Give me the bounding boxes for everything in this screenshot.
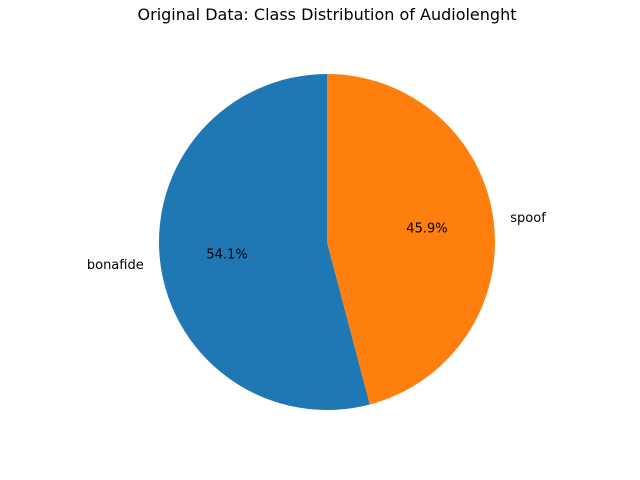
pie-slice-bonafide [158, 74, 370, 411]
slice-label-spoof: spoof [510, 211, 546, 226]
slice-label-bonafide: bonafide [87, 258, 144, 273]
pie-slice-spoof [327, 74, 495, 405]
slice-percent-spoof: 45.9% [406, 222, 447, 237]
pie-labels: bonafide 54.1% spoof 45.9% [87, 211, 546, 273]
pie-slices [158, 74, 495, 411]
chart-title: Original Data: Class Distribution of Aud… [138, 5, 517, 24]
slice-percent-bonafide: 54.1% [206, 247, 247, 262]
